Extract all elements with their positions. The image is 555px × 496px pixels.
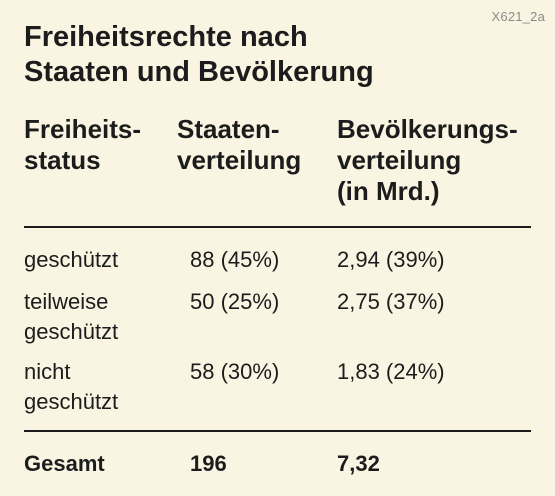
status-line: geschützt: [24, 247, 119, 272]
row-states-protected: 88 (45%): [190, 247, 280, 272]
title-line-1: Freiheitsrechte nach: [24, 21, 308, 53]
header-line: verteilung: [337, 145, 462, 175]
header-line: verteilung: [177, 145, 302, 175]
total-divider: [24, 430, 531, 432]
row-status-protected: geschützt: [24, 245, 118, 275]
title-line-2: Staaten und Bevölkerung: [24, 56, 374, 88]
row-status-not-protected: nicht geschützt: [24, 357, 118, 417]
row-population-partly-protected: 2,75 (37%): [337, 289, 445, 314]
header-divider: [24, 226, 531, 228]
header-line: status: [24, 145, 101, 175]
status-line: nicht: [24, 359, 71, 384]
figure-code: X621_2a: [491, 9, 545, 24]
total-label: Gesamt: [24, 451, 105, 476]
status-line: geschützt: [24, 319, 119, 344]
header-population-distribution: Bevölkerungs- verteilung (in Mrd.): [337, 114, 518, 207]
status-line: geschützt: [24, 389, 119, 414]
header-state-distribution: Staaten- verteilung: [177, 114, 301, 176]
total-population: 7,32: [337, 451, 380, 476]
row-states-partly-protected: 50 (25%): [190, 289, 280, 314]
header-line: Bevölkerungs-: [337, 114, 518, 144]
row-status-partly-protected: teilweise geschützt: [24, 287, 118, 347]
status-line: teilweise: [24, 289, 109, 314]
row-population-protected: 2,94 (39%): [337, 247, 445, 272]
table-title: Freiheitsrechte nach Staaten und Bevölke…: [24, 20, 524, 90]
header-freedom-status: Freiheits- status: [24, 114, 141, 176]
header-line: (in Mrd.): [337, 176, 440, 206]
header-line: Staaten-: [177, 114, 280, 144]
total-states: 196: [190, 451, 227, 476]
row-states-not-protected: 58 (30%): [190, 359, 280, 384]
row-population-not-protected: 1,83 (24%): [337, 359, 445, 384]
header-line: Freiheits-: [24, 114, 142, 144]
